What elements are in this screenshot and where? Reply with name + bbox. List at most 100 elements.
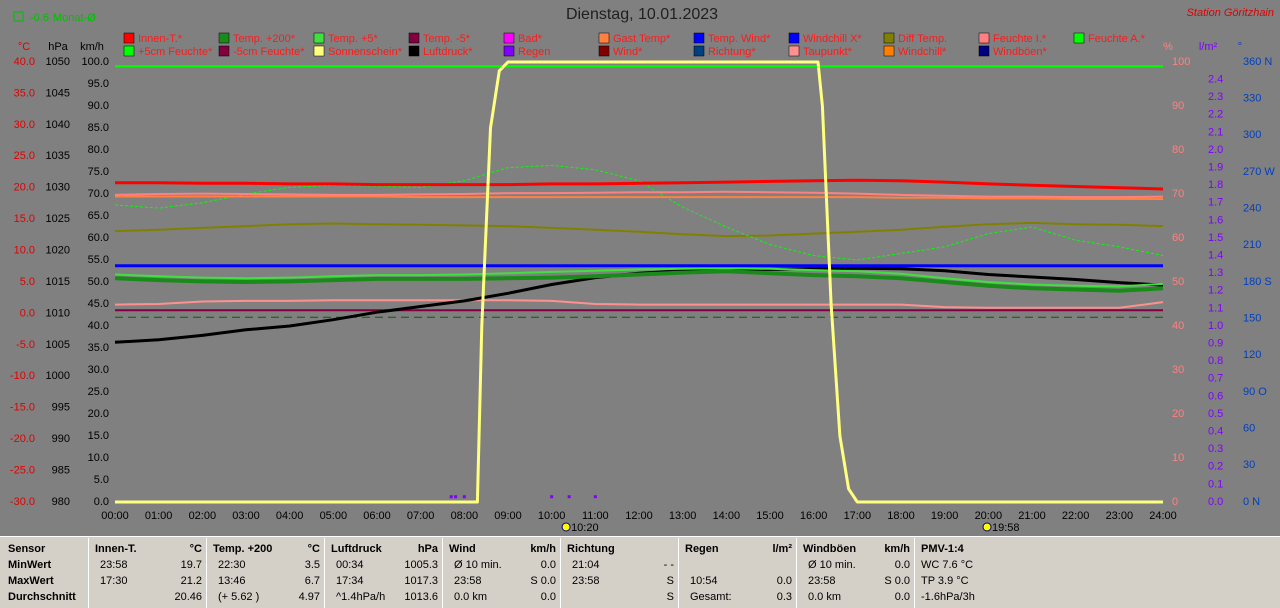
- y-tick-label: -15.0: [10, 402, 35, 414]
- y-tick-label: 0 N: [1243, 496, 1260, 508]
- y-tick-label: 10.0: [88, 452, 109, 464]
- chart-title: Dienstag, 10.01.2023: [566, 6, 718, 23]
- y-tick-label: 20.0: [14, 182, 35, 194]
- axis-unit: °C: [18, 41, 30, 53]
- axis-unit: l/m²: [1199, 41, 1218, 53]
- legend-label: Sonnenschein*: [328, 46, 403, 58]
- table-cell: 23:58: [100, 559, 128, 571]
- y-tick-label: 1.7: [1208, 197, 1223, 209]
- x-tick-label: 18:00: [887, 510, 915, 522]
- average-text: -0.6 Monat-Ø: [30, 12, 96, 24]
- table-block-title: PMV-1:4: [921, 543, 965, 555]
- axis-unit: hPa: [48, 41, 68, 53]
- data-point: [567, 495, 571, 499]
- legend-label: Luftdruck*: [423, 46, 473, 58]
- table-cell: ^1.4hPa/h: [336, 591, 385, 603]
- y-tick-label: 0.2: [1208, 461, 1223, 473]
- legend-label: Windchill X*: [803, 33, 862, 45]
- x-tick-label: 14:00: [713, 510, 741, 522]
- table-cell: 0.3: [777, 591, 792, 603]
- data-point: [462, 495, 466, 499]
- table-cell: Gesamt:: [690, 591, 732, 603]
- sun-marker-label: 19:58: [992, 522, 1020, 534]
- legend-swatch: [503, 32, 515, 44]
- legend-swatch: [978, 45, 990, 57]
- x-tick-label: 11:00: [582, 510, 609, 522]
- table-cell: 00:34: [336, 559, 364, 571]
- legend-swatch: [693, 32, 705, 44]
- y-tick-label: 25.0: [14, 150, 35, 162]
- y-tick-label: 300: [1243, 129, 1261, 141]
- table-block-title: Windböen: [803, 543, 856, 555]
- y-tick-label: -30.0: [10, 496, 35, 508]
- x-tick-label: 04:00: [276, 510, 304, 522]
- y-tick-label: 5.0: [94, 474, 109, 486]
- axis-unit: %: [1163, 41, 1173, 53]
- legend-label: +5cm Feuchte*: [138, 46, 213, 58]
- table-cell: 0.0: [895, 559, 910, 571]
- y-tick-label: 30: [1172, 364, 1184, 376]
- y-tick-label: 330: [1243, 93, 1261, 105]
- legend-swatch: [978, 32, 990, 44]
- y-tick-label: 1.4: [1208, 250, 1223, 262]
- y-tick-label: 360 N: [1243, 56, 1272, 68]
- legend-label: Feuchte A.*: [1088, 33, 1146, 45]
- station-name: Station Göritzhain: [1187, 7, 1274, 19]
- table-cell: 4.97: [299, 591, 320, 603]
- table-cell: 0.0 km: [808, 591, 841, 603]
- legend-label: Temp. +200*: [233, 33, 296, 45]
- table-row-label: Durchschnitt: [8, 591, 76, 603]
- data-line: [115, 195, 1163, 200]
- y-tick-label: 1.2: [1208, 285, 1223, 297]
- legend-swatch: [503, 45, 515, 57]
- legend-label: Windchill*: [898, 46, 947, 58]
- table-cell: 19.7: [181, 559, 202, 571]
- table-block-unit: °C: [190, 543, 202, 555]
- y-tick-label: 90 O: [1243, 386, 1267, 398]
- table-cell: 0.0: [777, 575, 792, 587]
- x-tick-label: 19:00: [931, 510, 959, 522]
- sun-marker: [561, 522, 571, 532]
- y-tick-label: 2.3: [1208, 91, 1223, 103]
- y-tick-label: 1000: [46, 370, 70, 382]
- table-cell: S 0.0: [884, 575, 910, 587]
- y-tick-label: -10.0: [10, 370, 35, 382]
- y-tick-label: 1.6: [1208, 214, 1223, 226]
- legend-swatch: [883, 32, 895, 44]
- y-tick-label: 45.0: [88, 298, 109, 310]
- legend-swatch: [788, 32, 800, 44]
- table-cell: 23:58: [808, 575, 836, 587]
- data-line: [114, 190, 1164, 199]
- y-tick-label: 210: [1243, 239, 1261, 251]
- table-cell: 0.0 km: [454, 591, 487, 603]
- table-cell: 17:34: [336, 575, 364, 587]
- legend-label: Temp. Wind*: [708, 33, 771, 45]
- legend-label: Innen-T.*: [138, 33, 183, 45]
- y-tick-label: 40: [1172, 320, 1184, 332]
- table-header: Sensor: [8, 543, 46, 555]
- data-line: [114, 164, 1164, 261]
- y-tick-label: 1.8: [1208, 179, 1223, 191]
- legend-label: Diff Temp.: [898, 33, 947, 45]
- y-tick-label: 35.0: [88, 342, 109, 354]
- sun-marker: [982, 522, 992, 532]
- table-cell: 0.0: [541, 559, 556, 571]
- y-tick-label: 90: [1172, 100, 1184, 112]
- y-tick-label: 30: [1243, 459, 1255, 471]
- legend-label: -5cm Feuchte*: [233, 46, 305, 58]
- table-block-title: Wind: [449, 543, 476, 555]
- y-tick-label: 1030: [46, 182, 70, 194]
- table-cell: 23:58: [572, 575, 600, 587]
- table-block-unit: km/h: [530, 543, 556, 555]
- data-line: [115, 60, 1163, 504]
- table-cell: - -: [664, 559, 675, 571]
- y-tick-label: 0.5: [1208, 408, 1223, 420]
- data-line: [114, 269, 1164, 293]
- table-cell: 17:30: [100, 575, 128, 587]
- y-tick-label: 75.0: [88, 166, 109, 178]
- average-icon: [13, 11, 24, 22]
- x-tick-label: 12:00: [625, 510, 653, 522]
- table-cell: Ø 10 min.: [454, 559, 502, 571]
- table-cell: Ø 10 min.: [808, 559, 856, 571]
- y-tick-label: 1.1: [1208, 302, 1223, 314]
